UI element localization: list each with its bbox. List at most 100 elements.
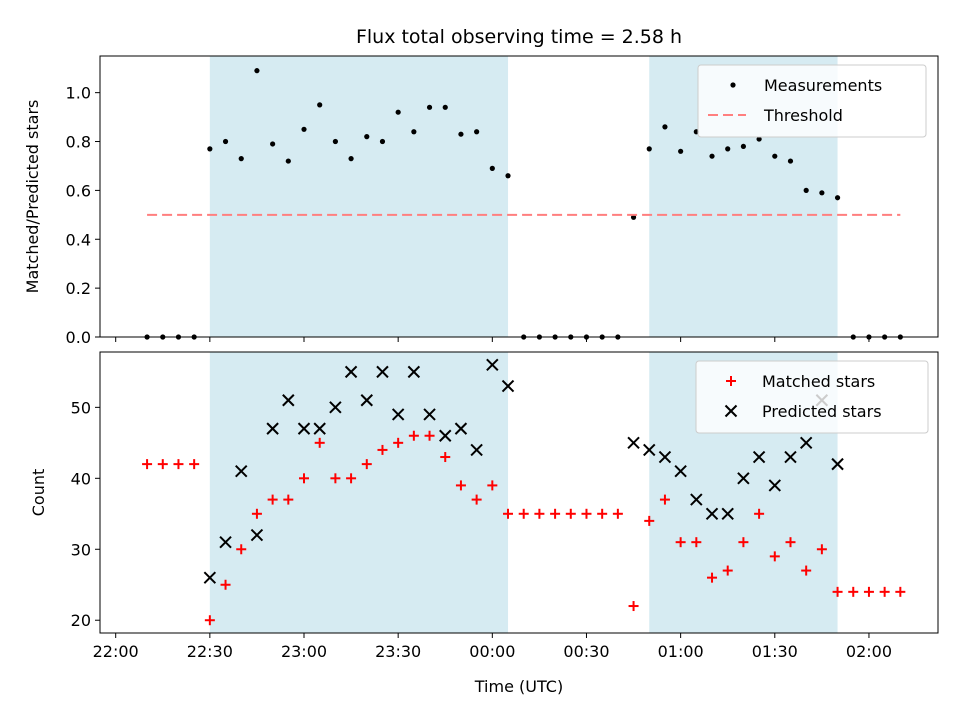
bottom-series-layer bbox=[142, 358, 906, 626]
data-point bbox=[317, 102, 323, 108]
data-point bbox=[364, 134, 370, 140]
legend-box bbox=[695, 360, 929, 434]
data-point bbox=[250, 528, 264, 542]
data-point bbox=[474, 129, 480, 135]
legend-swatch bbox=[726, 376, 736, 386]
x-stroke-b bbox=[658, 450, 672, 464]
shaded-interval bbox=[209, 352, 509, 633]
data-point bbox=[505, 173, 511, 179]
data-point bbox=[628, 601, 639, 612]
data-point bbox=[489, 165, 495, 171]
bottom-shaded-intervals bbox=[209, 352, 838, 633]
top-axes-frame bbox=[99, 55, 939, 338]
data-point bbox=[612, 508, 623, 519]
data-point bbox=[267, 494, 278, 505]
data-point bbox=[503, 508, 514, 519]
data-point bbox=[285, 158, 291, 164]
data-point bbox=[834, 195, 841, 201]
x-stroke-b bbox=[391, 408, 405, 421]
data-point bbox=[831, 457, 844, 471]
data-point bbox=[424, 430, 435, 441]
y-tick-label: 1.0 bbox=[66, 84, 91, 103]
data-point bbox=[346, 473, 357, 484]
x-stroke-b bbox=[344, 365, 358, 379]
x-stroke-b bbox=[690, 493, 703, 506]
y-tick-label: 40 bbox=[71, 469, 91, 488]
data-point bbox=[769, 551, 780, 562]
data-point bbox=[725, 146, 731, 152]
x-stroke-b bbox=[831, 457, 844, 471]
bottom-panel: 20 30 40 50 22:00 22:30 23:00 23:30 00:00 00:30 0… bbox=[29, 351, 939, 696]
data-point bbox=[785, 537, 796, 548]
data-point bbox=[662, 124, 668, 130]
data-point bbox=[470, 443, 483, 457]
bottom-axes-frame bbox=[99, 351, 939, 634]
data-point bbox=[646, 146, 652, 152]
y-tick-label: 0.2 bbox=[66, 279, 91, 298]
x-stroke-b bbox=[439, 429, 452, 442]
data-point bbox=[348, 156, 354, 162]
data-point bbox=[832, 586, 843, 597]
chart-title: Flux total observing time = 2.58 h bbox=[356, 26, 682, 48]
x-tick-label: 00:30 bbox=[563, 642, 609, 661]
x-tick-label: 02:00 bbox=[846, 642, 892, 661]
y-tick-label: 50 bbox=[71, 398, 91, 417]
data-point bbox=[772, 153, 778, 159]
data-point bbox=[895, 586, 906, 597]
data-point bbox=[220, 579, 231, 590]
top-legend: Measurements Threshold bbox=[697, 64, 927, 138]
data-point bbox=[393, 437, 404, 448]
x-stroke-b bbox=[423, 408, 436, 421]
data-point bbox=[391, 408, 405, 421]
data-point bbox=[207, 146, 213, 152]
bottom-legend: Matched stars Predicted stars bbox=[695, 360, 929, 434]
x-stroke-b bbox=[250, 528, 264, 542]
data-point bbox=[501, 379, 515, 393]
data-point bbox=[455, 480, 466, 491]
x-tick-label: 23:30 bbox=[375, 642, 421, 661]
x-stroke-b bbox=[360, 394, 373, 407]
data-point bbox=[439, 429, 452, 442]
x-stroke-b bbox=[752, 450, 766, 464]
legend-label: Measurements bbox=[764, 76, 882, 95]
data-point bbox=[848, 586, 859, 597]
x-stroke-b bbox=[768, 479, 782, 492]
x-stroke-b bbox=[407, 365, 421, 379]
data-point bbox=[659, 494, 670, 505]
data-point bbox=[423, 408, 436, 421]
data-point bbox=[690, 493, 703, 506]
data-point bbox=[724, 404, 738, 418]
data-point bbox=[756, 136, 762, 142]
data-point bbox=[678, 148, 684, 154]
x-stroke-b bbox=[266, 422, 279, 435]
data-point bbox=[819, 190, 825, 196]
x-stroke-b bbox=[376, 365, 389, 379]
data-point bbox=[297, 422, 311, 435]
x-stroke-b bbox=[454, 422, 468, 435]
data-point bbox=[270, 141, 276, 147]
data-point bbox=[803, 187, 809, 193]
legend-label: Predicted stars bbox=[762, 402, 882, 421]
data-point bbox=[395, 109, 401, 115]
data-point bbox=[737, 472, 750, 485]
legend-swatch bbox=[730, 82, 736, 88]
data-point bbox=[597, 508, 608, 519]
data-point bbox=[360, 394, 373, 407]
data-point bbox=[344, 365, 358, 379]
data-point bbox=[203, 571, 217, 584]
data-point bbox=[740, 143, 747, 150]
data-point bbox=[581, 508, 592, 519]
top-panel: 0.0 0.2 0.4 0.6 0.8 1.0 Flux total observing … bbox=[23, 26, 939, 347]
data-point bbox=[314, 437, 325, 448]
data-point bbox=[787, 158, 794, 164]
data-point bbox=[236, 544, 247, 555]
data-point bbox=[726, 376, 736, 386]
data-point bbox=[251, 508, 262, 519]
data-point bbox=[565, 508, 576, 519]
data-point bbox=[282, 394, 295, 407]
data-point bbox=[471, 494, 482, 505]
data-point bbox=[376, 365, 389, 379]
data-point bbox=[863, 586, 874, 597]
data-point bbox=[442, 104, 448, 110]
x-stroke-b bbox=[674, 465, 687, 478]
